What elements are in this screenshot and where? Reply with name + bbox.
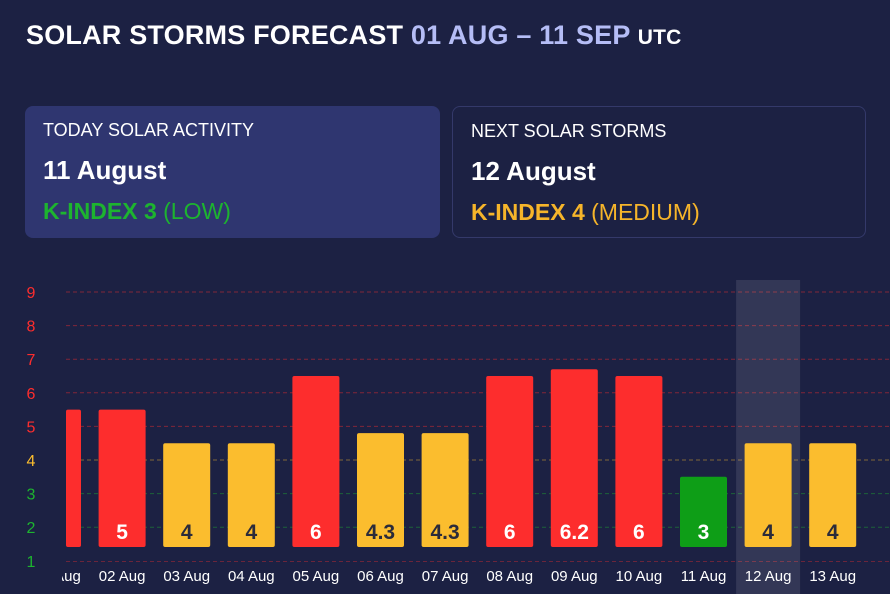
x-tick-label: 03 Aug — [163, 568, 210, 585]
y-tick-2: 2 — [27, 520, 36, 537]
bar-07 Aug — [421, 433, 469, 547]
x-tick-label: 08 Aug — [486, 568, 533, 585]
bar-13 Aug — [809, 443, 857, 547]
today-card-label: TODAY SOLAR ACTIVITY — [43, 120, 255, 140]
bar-08 Aug — [486, 376, 534, 547]
y-tick-1: 1 — [27, 554, 36, 571]
bar-04 Aug — [227, 443, 275, 547]
bar-value-label: 6.2 — [560, 521, 589, 544]
y-tick-8: 8 — [27, 319, 36, 336]
y-tick-9: 9 — [27, 285, 36, 302]
today-kindex-value: K-INDEX 3 — [43, 198, 157, 224]
bar-05 Aug — [292, 376, 340, 547]
x-tick-label: 09 Aug — [551, 568, 598, 585]
bar-value-label: 4 — [762, 521, 774, 544]
y-tick-7: 7 — [27, 352, 36, 369]
x-tick-label: 01 Aug — [34, 568, 81, 585]
timezone-label: UTC — [637, 26, 682, 49]
today-card-date: 11 August — [43, 155, 167, 185]
bar-value-label: 5 — [116, 521, 128, 544]
x-tick-label: 11 Aug — [681, 568, 727, 585]
next-card-label: NEXT SOLAR STORMS — [471, 121, 667, 141]
x-tick-label: 10 Aug — [616, 568, 663, 585]
y-tick-3: 3 — [27, 487, 36, 504]
bar-12 Aug — [744, 443, 792, 547]
bar-value-label: 4 — [245, 521, 257, 544]
next-storms-card: NEXT SOLAR STORMS 12 August K-INDEX 4 (M… — [452, 106, 866, 238]
title-text: SOLAR STORMS FORECAST — [26, 20, 404, 50]
bar-value-label: 4.3 — [366, 521, 395, 544]
next-kindex: K-INDEX 4 (MEDIUM) — [471, 199, 847, 226]
bar-value-label: 4 — [827, 521, 839, 544]
x-tick-label: 04 Aug — [228, 568, 275, 585]
today-activity-card: TODAY SOLAR ACTIVITY 11 August K-INDEX 3… — [25, 106, 440, 238]
bar-value-label: 6 — [310, 521, 322, 544]
bar-06 Aug — [357, 433, 404, 547]
next-kindex-level: (MEDIUM) — [591, 199, 700, 225]
x-tick-label: 05 Aug — [293, 568, 340, 585]
bar-11 Aug — [680, 476, 727, 547]
bar-value-label: 6 — [504, 521, 516, 544]
bar-value-label: 6 — [633, 521, 645, 544]
bar-value-label: 4 — [181, 521, 193, 544]
date-range: 01 AUG – 11 SEP — [410, 20, 631, 50]
x-tick-label: 06 Aug — [357, 568, 404, 585]
bar-value-label: 3 — [698, 521, 710, 544]
x-tick-label: 13 Aug — [809, 568, 856, 585]
bar-03 Aug — [163, 443, 211, 547]
y-tick-6: 6 — [27, 386, 36, 403]
x-tick-label: 12 Aug — [745, 568, 792, 585]
bar-01 Aug — [66, 409, 81, 547]
next-card-date: 12 August — [471, 156, 596, 186]
bar-02 Aug — [98, 409, 146, 547]
x-tick-label: 07 Aug — [422, 568, 469, 585]
kindex-bar-chart: 5 4 4 6 4.3 4.3 6 6.2 6 3 4 4 9 8 7 6 5 4 3 2 1 01 Aug 02 Au… — [27, 280, 890, 594]
today-kindex-level: (LOW) — [163, 198, 231, 224]
bar-value-label: 4.3 — [430, 521, 459, 544]
y-tick-5: 5 — [27, 419, 36, 436]
page-title: SOLAR STORMS FORECAST 01 AUG – 11 SEP UT… — [26, 20, 682, 51]
next-kindex-value: K-INDEX 4 — [471, 199, 585, 225]
bar-10 Aug — [615, 376, 663, 547]
bar-09 Aug — [550, 369, 598, 547]
y-tick-4: 4 — [27, 453, 36, 470]
x-tick-label: 02 Aug — [99, 568, 146, 585]
today-kindex: K-INDEX 3 (LOW) — [43, 198, 422, 225]
